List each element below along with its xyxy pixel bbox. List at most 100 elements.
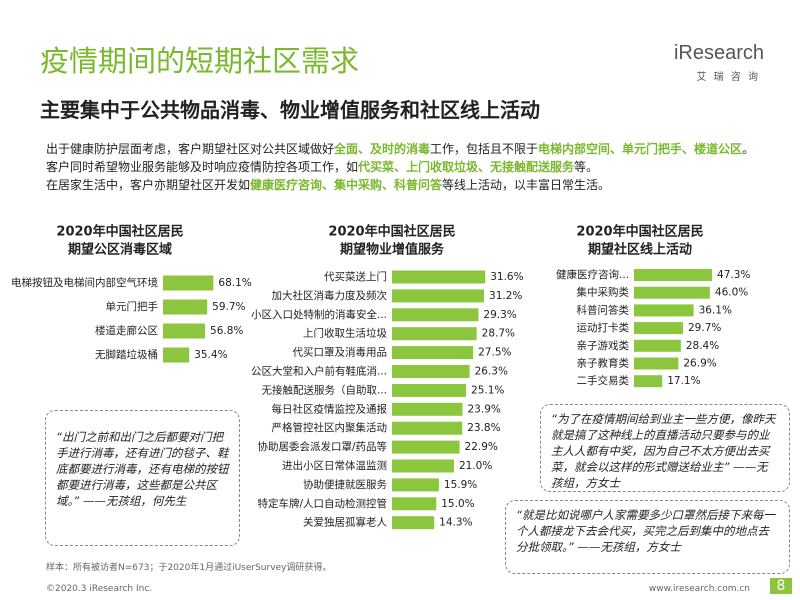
category-label: 亲子游戏类: [577, 339, 630, 352]
chart-title: 期望物业增值服务: [340, 242, 445, 258]
footnote: 样本：所有被访者N=673；于2020年1月通过iUserSurvey调研获得。: [46, 563, 332, 573]
value-label: 29.3%: [483, 309, 516, 321]
chart-title: 期望社区线上活动: [588, 242, 692, 258]
bar: [392, 516, 435, 530]
value-label: 26.9%: [683, 358, 716, 370]
value-label: 59.7%: [212, 301, 245, 313]
bar: [163, 299, 208, 315]
emphasis-text: 全面、及时的消毒: [334, 142, 431, 156]
bar: [634, 375, 663, 388]
bar: [392, 289, 485, 303]
quote: “就是比如说哪户人家需要多少口罩然后接下来每一个人都接龙下去会代买，买完之后到集…: [505, 500, 790, 574]
bar: [634, 322, 684, 335]
category-label: 单元门把手: [106, 300, 159, 313]
bar: [392, 308, 479, 322]
value-label: 26.3%: [475, 366, 508, 378]
value-label: 23.9%: [468, 403, 501, 415]
logo: iResearch: [673, 42, 764, 64]
text: 工作，包括且不限于: [430, 142, 539, 156]
value-label: 17.1%: [667, 375, 700, 387]
category-label: 科普问答类: [577, 303, 630, 316]
text: 。: [742, 142, 755, 156]
category-label: 运动打卡类: [577, 321, 630, 334]
value-label: 21.0%: [459, 460, 492, 472]
bar: [392, 421, 463, 435]
value-label: 14.3%: [439, 517, 472, 529]
text: 等线上活动，以丰富日常生活。: [442, 178, 611, 192]
quote: “为了在疫情期间给到业主一些方便，像昨天就是搞了这种线上的直播活动只要参与的业主…: [540, 404, 790, 492]
emphasis-text: 代买菜、上门收取垃圾、无接触配送服务: [358, 160, 575, 174]
slide-title: 疫情期间的短期社区需求: [40, 44, 360, 78]
value-label: 46.0%: [715, 287, 748, 299]
chart-title: 2020年中国社区居民: [576, 224, 703, 240]
category-label: 协助居委会派发口罩/药品等: [257, 440, 387, 453]
category-label: 特定车牌/人口自动检测控管: [257, 497, 387, 510]
text: 出于健康防护层面考虑，客户期望社区对公共区域做好: [46, 142, 335, 156]
paragraph: 出于健康防护层面考虑，客户期望社区对公共区域做好全面、及时的消毒工作，包括且不限…: [46, 140, 766, 158]
category-label: 健康医疗咨询...: [556, 268, 629, 281]
bar: [392, 497, 437, 511]
category-label: 进出小区日常体温监测: [282, 459, 387, 472]
chart-title: 2020年中国社区居民: [56, 224, 183, 240]
bar: [163, 275, 214, 291]
bar: [392, 478, 439, 492]
bar: [634, 286, 710, 299]
value-label: 15.9%: [444, 479, 477, 491]
value-label: 68.1%: [218, 277, 251, 289]
paragraph: 客户同时希望物业服务能够及时响应疫情防控各项工作，如代买菜、上门收取垃圾、无接触…: [46, 158, 766, 176]
bar: [634, 339, 681, 352]
category-label: 加大社区消毒力度及频次: [272, 289, 388, 302]
category-label: 楼道走廊公区: [95, 324, 158, 337]
bar: [163, 323, 206, 339]
emphasis-text: 电梯内部空间、单元门把手、楼道公区: [538, 142, 743, 156]
bar: [392, 346, 474, 360]
category-label: 公区大堂和入户前有鞋底消...: [251, 365, 387, 378]
logo-subtitle: 艾 瑞 咨 询: [696, 72, 760, 83]
value-label: 31.6%: [490, 271, 523, 283]
page-number: 8: [770, 578, 792, 594]
category-label: 小区入口处特制的消毒安全...: [251, 308, 387, 321]
value-label: 28.7%: [482, 328, 515, 340]
value-label: 56.8%: [210, 325, 243, 337]
category-label: 代买口罩及消毒用品: [293, 346, 388, 359]
category-label: 无接触配送服务（自助取...: [261, 383, 387, 396]
category-label: 电梯按钮及电梯间内部空气环境: [11, 276, 158, 289]
bar: [634, 304, 694, 317]
bar: [392, 440, 460, 454]
bar: [392, 365, 470, 378]
value-label: 47.3%: [717, 269, 750, 281]
bar: [392, 327, 477, 341]
paragraphs: 出于健康防护层面考虑，客户期望社区对公共区域做好全面、及时的消毒工作，包括且不限…: [46, 140, 766, 194]
value-label: 15.0%: [441, 498, 474, 510]
paragraph: 在居家生活中，客户亦期望社区开发如健康医疗咨询、集中采购、科普问答等线上活动，以…: [46, 176, 766, 194]
value-label: 25.1%: [471, 384, 504, 396]
bar: [392, 270, 486, 284]
value-label: 29.7%: [688, 322, 721, 334]
value-label: 27.5%: [478, 347, 511, 359]
text: 在居家生活中，客户亦期望社区开发如: [46, 178, 251, 192]
category-label: 每日社区疫情监控及通报: [272, 402, 388, 415]
value-label: 31.2%: [489, 290, 522, 302]
slide-subtitle: 主要集中于公共物品消毒、物业增值服务和社区线上活动: [40, 98, 540, 122]
value-label: 23.8%: [467, 422, 500, 434]
category-label: 二手交易类: [577, 374, 630, 387]
bar: [634, 357, 679, 370]
emphasis-text: 健康医疗咨询、集中采购、科普问答: [250, 178, 443, 192]
chart-title: 期望公区消毒区域: [68, 242, 172, 258]
category-label: 集中采购类: [577, 286, 630, 299]
bar: [392, 459, 454, 473]
value-label: 35.4%: [194, 349, 227, 361]
text: 客户同时希望物业服务能够及时响应疫情防控各项工作，如: [46, 160, 359, 174]
category-label: 代买菜送上门: [324, 270, 387, 283]
category-label: 关爱独居孤寡老人: [303, 516, 387, 529]
category-label: 协助便捷就医服务: [303, 478, 387, 491]
category-label: 无脚踏垃圾桶: [95, 348, 158, 361]
copyright: ©2020.3 iResearch Inc.: [46, 584, 153, 594]
category-label: 亲子教育类: [577, 357, 630, 370]
quote: “出门之前和出门之后都要对门把手进行消毒，还有进门的毯子、鞋底都要进行消毒，还有…: [45, 410, 240, 546]
category-label: 严格管控社区内聚集活动: [272, 421, 388, 434]
value-label: 28.4%: [686, 340, 719, 352]
value-label: 36.1%: [699, 304, 732, 316]
